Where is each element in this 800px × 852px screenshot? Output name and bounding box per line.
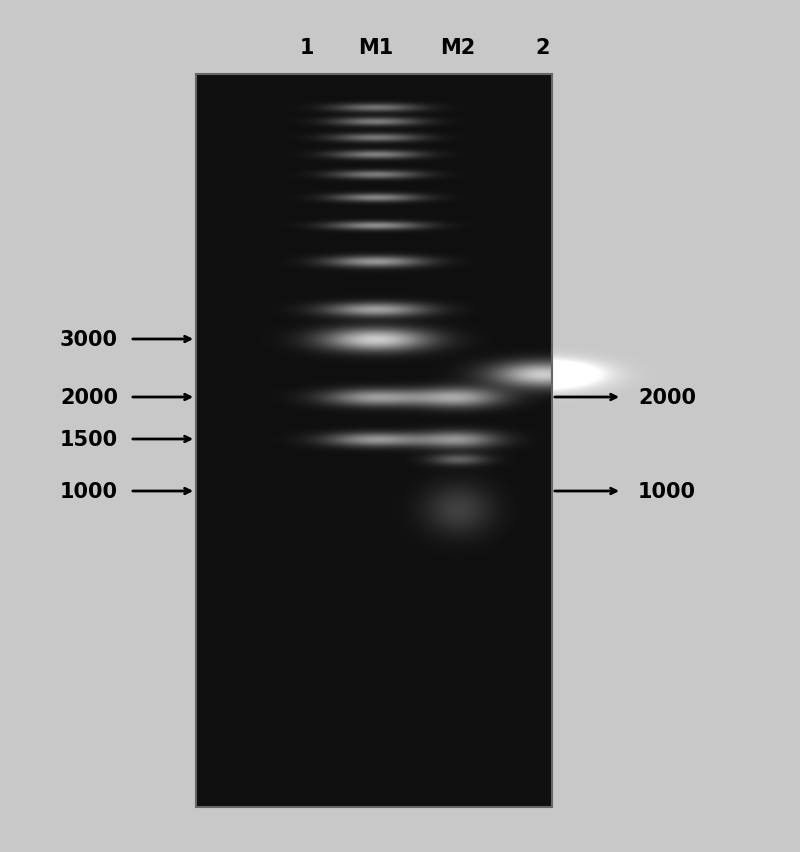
Text: 1000: 1000 <box>638 481 696 502</box>
Text: 2000: 2000 <box>60 388 118 407</box>
Text: 1000: 1000 <box>60 481 118 502</box>
Text: M2: M2 <box>440 38 476 58</box>
Text: 1500: 1500 <box>60 429 118 450</box>
Text: M1: M1 <box>358 38 394 58</box>
Text: 3000: 3000 <box>60 330 118 349</box>
Text: 2: 2 <box>536 38 550 58</box>
Bar <box>196 75 552 807</box>
Text: 1: 1 <box>300 38 314 58</box>
Text: 2000: 2000 <box>638 388 696 407</box>
